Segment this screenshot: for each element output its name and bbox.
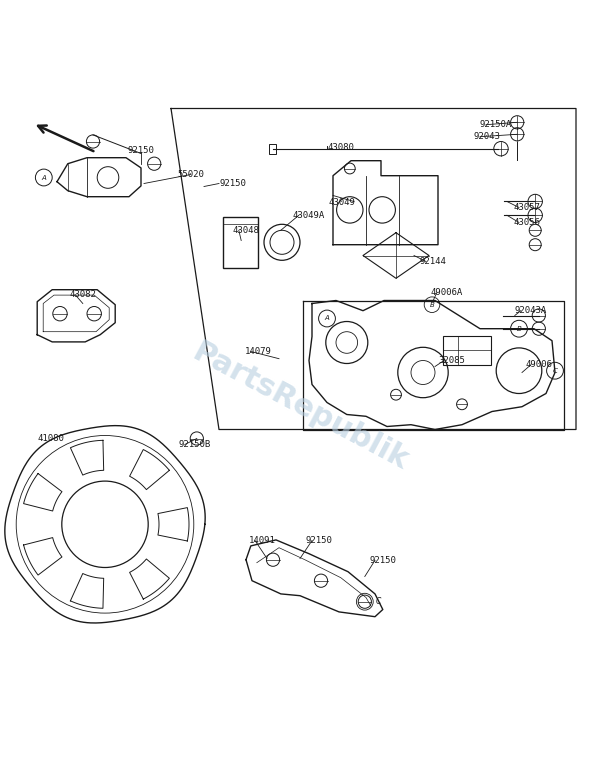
Text: 41080: 41080 bbox=[37, 434, 64, 443]
Text: 43049: 43049 bbox=[329, 198, 356, 207]
Text: A: A bbox=[325, 315, 329, 322]
Bar bbox=[269, 144, 276, 153]
Text: 43056: 43056 bbox=[513, 218, 540, 227]
Text: 92150: 92150 bbox=[219, 179, 246, 188]
Text: 49006A: 49006A bbox=[431, 288, 463, 297]
Text: 43057: 43057 bbox=[513, 203, 540, 212]
Bar bbox=[223, 216, 258, 267]
Text: 32085: 32085 bbox=[438, 356, 465, 365]
Text: 92150B: 92150B bbox=[179, 440, 211, 449]
Text: 49006: 49006 bbox=[525, 360, 552, 369]
Text: 92144: 92144 bbox=[420, 257, 447, 266]
Text: C: C bbox=[553, 367, 557, 374]
Text: 92043: 92043 bbox=[474, 133, 501, 141]
Text: B: B bbox=[517, 326, 521, 332]
Text: 43048: 43048 bbox=[233, 226, 260, 235]
Text: A: A bbox=[41, 174, 46, 181]
Text: B: B bbox=[430, 301, 434, 308]
Text: PartsRepublik: PartsRepublik bbox=[187, 337, 413, 476]
Text: 14091: 14091 bbox=[249, 536, 276, 545]
Text: 43080: 43080 bbox=[327, 143, 354, 152]
Text: 55020: 55020 bbox=[177, 170, 204, 179]
Text: 92150: 92150 bbox=[369, 556, 396, 565]
Text: 92150: 92150 bbox=[128, 146, 154, 155]
Text: 92150A: 92150A bbox=[480, 120, 512, 129]
Text: 43082: 43082 bbox=[69, 290, 96, 299]
Text: 92150: 92150 bbox=[306, 536, 333, 545]
Text: 43049A: 43049A bbox=[293, 211, 325, 220]
Text: C: C bbox=[376, 598, 380, 606]
Text: 14079: 14079 bbox=[245, 347, 272, 356]
Text: 92043A: 92043A bbox=[515, 306, 547, 315]
Bar bbox=[443, 336, 491, 365]
